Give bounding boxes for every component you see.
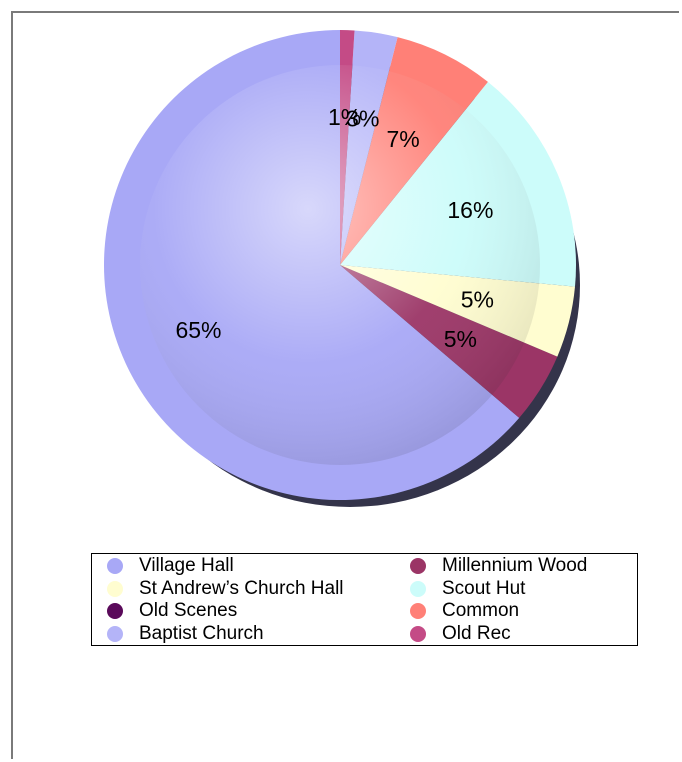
legend-swatch [410,558,426,574]
legend-label: Millennium Wood [442,555,588,576]
slice-value-label: 16% [447,197,493,223]
legend-label: Village Hall [139,555,234,576]
slice-value-label: 3% [346,106,379,132]
legend-label: St Andrew’s Church Hall [139,577,344,599]
legend-swatch [107,580,123,597]
slice-value-label: 7% [386,126,419,152]
slice-value-label: 5% [461,286,494,312]
legend-label: Old Scenes [139,600,238,621]
legend-label: Baptist Church [139,622,264,644]
legend-swatch [410,625,426,642]
legend-label: Old Rec [442,622,511,644]
legend-label: Common [442,600,520,621]
slice-value-label: 1% [328,104,361,130]
legend-swatch [107,625,123,642]
legend-swatch [107,558,123,574]
slice-value-label: 5% [444,326,477,352]
legend-swatch [410,580,426,597]
legend: Village Hall Millennium Wood St Andrew’s C… [91,553,638,646]
legend-swatch [410,603,426,619]
legend-label: Scout Hut [442,577,526,599]
slice-value-label: 65% [175,317,221,343]
legend-swatch [107,603,123,619]
